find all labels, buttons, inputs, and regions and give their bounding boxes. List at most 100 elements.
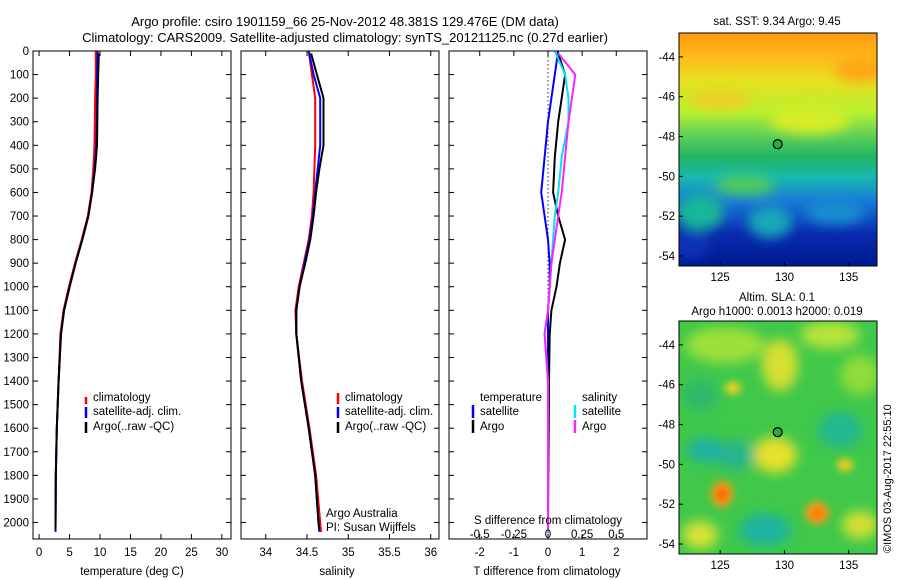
difference-panel: -2 -1 0 1 2 S difference from climatology -0…	[448, 50, 648, 578]
x-tick-label: 36	[424, 547, 437, 559]
x-tick-label: 34	[259, 547, 272, 559]
y-tick-label: 1600	[3, 423, 29, 435]
y-tick-label: 1500	[3, 400, 29, 412]
y-tick-label: 1800	[3, 470, 29, 482]
temperature-legend: climatology satellite-adj. clim. Argo(..…	[84, 392, 181, 433]
sla-map-title-line1: Altim. SLA: 0.1	[739, 292, 815, 304]
temperature-x-ticks: 0 5 10 15 20 25 30	[36, 51, 228, 559]
temperature-series-group	[54, 50, 100, 532]
sla-map-ticks: 125 130 135 -44 -46 -48 -50 -52 -54	[658, 340, 858, 572]
y-tick-label: 600	[10, 187, 29, 199]
legend-label-climatology: climatology	[345, 392, 403, 404]
salinity-axes-frame	[240, 50, 440, 540]
legend-label-climatology: climatology	[93, 392, 151, 404]
y-tick-label: 1100	[4, 305, 29, 317]
map-y-tick-label: -50	[658, 459, 675, 471]
top-x-tick-label: 0.5	[608, 529, 624, 541]
sla-map-title-line2: Argo h1000: 0.0013 h2000: 0.019	[691, 306, 862, 318]
difference-x-label: T difference from climatology	[473, 566, 620, 578]
difference-x-ticks: -2 -1 0 1 2	[475, 51, 619, 559]
temperature-x-label: temperature (deg C)	[80, 566, 184, 578]
series-line-0-1	[54, 50, 99, 532]
x-tick-label: 20	[155, 547, 168, 559]
map-x-tick-label: 130	[775, 272, 794, 284]
legend-label-temp-satellite: satellite	[480, 406, 519, 418]
x-tick-label: 34.5	[296, 547, 318, 559]
difference-axes-frame	[448, 50, 648, 540]
y-tick-label: 500	[10, 164, 29, 176]
salinity-panel: 34 34.5 35 35.5 36 salinity climatology sate…	[240, 50, 440, 578]
y-tick-label: 0	[23, 46, 29, 58]
temperature-panel: 0 5 10 15 20 25 30 0 100 200 300 400 500 600 700 800 90…	[3, 46, 232, 578]
x-tick-label: 0	[36, 547, 42, 559]
y-tick-label: 1700	[3, 447, 29, 459]
salinity-series-group	[294, 50, 325, 532]
map-y-tick-label: -44	[658, 52, 675, 64]
legend-label-sal-satellite: satellite	[582, 406, 621, 418]
legend-label-temp-argo: Argo	[480, 421, 504, 433]
difference-legend: temperature satellite Argo salinity sate…	[471, 392, 621, 433]
figure-title-line1: Argo profile: csiro 1901159_66 25-Nov-20…	[131, 14, 559, 29]
map-x-tick-label: 135	[839, 560, 858, 572]
y-tick-label: 800	[10, 235, 29, 247]
x-tick-label: 2	[613, 547, 619, 559]
y-tick-label: 1900	[3, 494, 29, 506]
map-y-tick-label: -44	[658, 340, 675, 352]
salinity-y-ticks	[241, 50, 439, 523]
y-tick-label: 1200	[3, 329, 29, 341]
map-y-tick-label: -50	[658, 171, 675, 183]
map-y-tick-label: -48	[658, 420, 675, 432]
credit-line2: PI: Susan Wijffels	[326, 522, 416, 534]
y-tick-label: 200	[10, 93, 29, 105]
legend-label-satellite-adj: satellite-adj. clim.	[345, 406, 433, 418]
series-line-2-3	[543, 52, 577, 530]
figure-title-line2: Climatology: CARS2009. Satellite-adjuste…	[82, 30, 608, 45]
x-tick-label: 35.5	[378, 547, 400, 559]
sst-argo-location-marker	[772, 139, 783, 150]
map-x-tick-label: 125	[711, 560, 730, 572]
temperature-axes-frame	[32, 50, 232, 540]
x-tick-label: 30	[215, 547, 228, 559]
top-x-tick-label: -0.5	[470, 529, 490, 541]
legend-heading-salinity: salinity	[582, 392, 617, 404]
difference-series-group	[540, 50, 577, 532]
y-tick-label: 1300	[3, 352, 29, 364]
map-y-tick-label: -52	[658, 211, 675, 223]
y-tick-label: 700	[10, 211, 29, 223]
y-tick-label: 900	[10, 258, 29, 270]
y-tick-label: 2000	[3, 517, 29, 529]
series-line-2-1	[547, 53, 567, 530]
map-x-tick-label: 125	[711, 272, 730, 284]
x-tick-label: -2	[475, 547, 485, 559]
top-x-tick-label: 0	[545, 529, 551, 541]
x-tick-label: 0	[545, 547, 551, 559]
map-y-tick-label: -54	[658, 539, 675, 551]
map-y-tick-label: -46	[658, 380, 675, 392]
x-tick-label: 25	[185, 547, 198, 559]
map-y-tick-label: -54	[658, 251, 675, 263]
y-tick-label: 400	[10, 140, 29, 152]
legend-label-argo: Argo(..raw -QC)	[345, 421, 426, 433]
timestamp-side-note: ©IMOS 03-Aug-2017 22:55:10	[882, 404, 894, 553]
sla-map-panel: Altim. SLA: 0.1 Argo h1000: 0.0013 h2000…	[658, 292, 878, 572]
y-tick-label: 300	[10, 117, 29, 129]
sst-heatmap	[679, 33, 877, 266]
depth-y-ticks: 0 100 200 300 400 500 600 700 800 900 1000 1100 1200…	[3, 46, 231, 529]
sst-map-ticks: 125 130 135 -44 -46 -48 -50 -52 -54	[658, 52, 858, 284]
legend-label-sal-argo: Argo	[582, 421, 606, 433]
difference-top-x-label: S difference from climatology	[474, 515, 622, 527]
series-line-1-2	[295, 53, 325, 530]
x-tick-label: 10	[94, 547, 107, 559]
x-tick-label: 5	[66, 547, 72, 559]
x-tick-label: -1	[509, 547, 519, 559]
y-tick-label: 100	[10, 70, 29, 82]
salinity-legend: climatology satellite-adj. clim. Argo(..…	[336, 392, 433, 433]
x-tick-label: 15	[124, 547, 137, 559]
series-line-0-2	[54, 53, 100, 530]
x-tick-label: 1	[579, 547, 585, 559]
y-tick-label: 1000	[3, 282, 29, 294]
sst-map-title: sat. SST: 9.34 Argo: 9.45	[713, 16, 840, 28]
map-y-tick-label: -46	[658, 92, 675, 104]
salinity-x-ticks: 34 34.5 35 35.5 36	[259, 51, 437, 559]
